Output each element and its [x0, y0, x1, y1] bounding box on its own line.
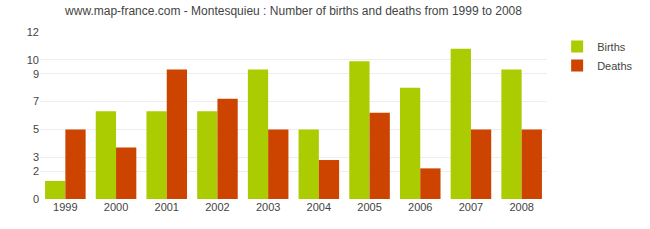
svg-text:Deaths: Deaths	[597, 60, 632, 72]
svg-text:www.map-france.com - Montesqui: www.map-france.com - Montesquieu : Numbe…	[64, 4, 522, 18]
svg-text:1999: 1999	[53, 201, 77, 213]
svg-text:0: 0	[33, 193, 39, 205]
svg-text:2004: 2004	[307, 201, 331, 213]
svg-text:2000: 2000	[104, 201, 128, 213]
svg-text:2007: 2007	[459, 201, 483, 213]
svg-text:2006: 2006	[408, 201, 432, 213]
svg-text:10: 10	[27, 54, 39, 66]
svg-text:12: 12	[27, 26, 39, 38]
svg-text:5: 5	[33, 123, 39, 135]
svg-text:2: 2	[33, 165, 39, 177]
svg-text:3: 3	[33, 151, 39, 163]
svg-text:2001: 2001	[155, 201, 179, 213]
svg-text:Births: Births	[597, 41, 626, 53]
svg-text:7: 7	[33, 95, 39, 107]
svg-text:9: 9	[33, 68, 39, 80]
svg-text:2005: 2005	[357, 201, 381, 213]
svg-text:2003: 2003	[256, 201, 280, 213]
svg-text:2002: 2002	[205, 201, 229, 213]
svg-text:2008: 2008	[509, 201, 533, 213]
